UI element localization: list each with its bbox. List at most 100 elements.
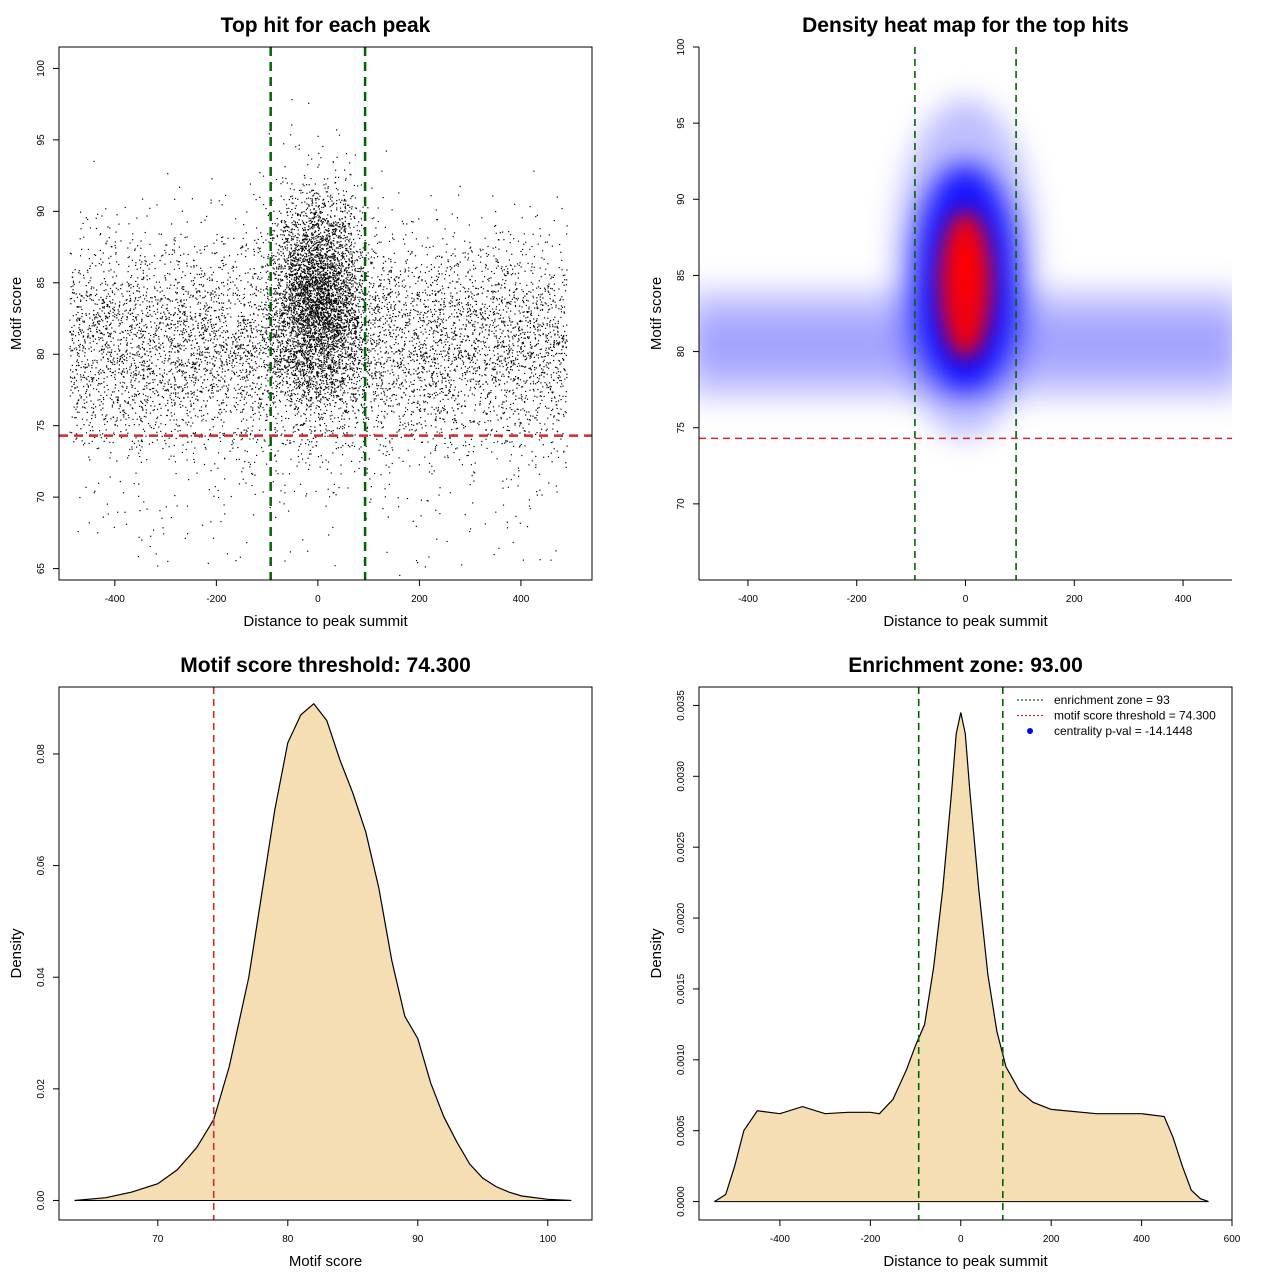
scatter-point: [533, 170, 535, 172]
scatter-point: [509, 403, 512, 406]
scatter-point: [226, 364, 228, 366]
scatter-point: [289, 405, 291, 407]
scatter-point: [145, 395, 147, 397]
scatter-point: [204, 219, 206, 221]
scatter-point: [204, 374, 206, 376]
scatter-point: [367, 362, 369, 364]
scatter-point: [509, 264, 512, 266]
scatter-point: [405, 296, 407, 299]
scatter-point: [94, 374, 96, 376]
scatter-point: [402, 223, 404, 225]
scatter-point: [105, 289, 107, 291]
scatter-point: [153, 341, 156, 344]
scatter-point: [473, 445, 475, 448]
scatter-point: [422, 317, 424, 319]
scatter-point: [100, 401, 102, 403]
scatter-point: [562, 281, 564, 283]
scatter-point: [526, 325, 529, 327]
scatter-point: [180, 348, 182, 350]
scatter-point: [495, 267, 498, 269]
scatter-point: [545, 349, 547, 351]
scatter-point: [415, 333, 417, 335]
scatter-point: [125, 418, 127, 420]
scatter-point: [497, 284, 499, 286]
scatter-point: [537, 340, 540, 342]
scatter-point: [87, 385, 89, 387]
scatter-point: [539, 267, 541, 269]
scatter-point: [133, 333, 135, 335]
scatter-point: [285, 347, 287, 349]
scatter-point: [422, 366, 424, 368]
scatter-point: [477, 339, 480, 342]
scatter-point: [245, 432, 247, 434]
scatter-point: [243, 376, 245, 378]
scatter-point: [445, 338, 447, 341]
scatter-point: [295, 368, 297, 370]
scatter-point: [175, 392, 177, 394]
scatter-point: [495, 396, 497, 398]
scatter-point: [308, 389, 310, 391]
scatter-point: [247, 362, 249, 364]
scatter-point: [485, 252, 487, 255]
scatter-point: [323, 412, 325, 414]
scatter-point: [205, 310, 207, 312]
scatter-point: [459, 351, 461, 353]
scatter-point: [480, 314, 483, 316]
scatter-point: [88, 282, 90, 284]
scatter-point: [433, 365, 436, 367]
scatter-point: [161, 318, 163, 320]
scatter-point: [309, 368, 312, 370]
scatter-point: [157, 384, 159, 386]
scatter-point: [420, 416, 422, 419]
scatter-point: [369, 363, 371, 365]
scatter-point: [262, 491, 264, 493]
scatter-point: [235, 338, 238, 340]
scatter-point: [242, 378, 244, 380]
scatter-point: [156, 431, 158, 433]
scatter-point: [327, 461, 330, 463]
scatter-point: [237, 392, 239, 394]
scatter-point: [112, 401, 114, 403]
scatter-point: [565, 395, 567, 398]
scatter-point: [493, 311, 495, 313]
scatter-point: [286, 381, 288, 383]
scatter-point: [239, 399, 241, 402]
scatter-point: [258, 397, 261, 399]
scatter-point: [263, 359, 265, 362]
scatter-point: [508, 356, 511, 358]
scatter-point: [190, 318, 192, 320]
scatter-point: [321, 375, 324, 377]
scatter-point: [533, 332, 535, 334]
scatter-point: [485, 438, 487, 440]
scatter-point: [450, 269, 452, 271]
scatter-point: [105, 415, 107, 417]
scatter-point: [254, 345, 257, 347]
scatter-point: [111, 327, 113, 329]
scatter-point: [146, 350, 148, 352]
scatter-point: [443, 377, 445, 379]
scatter-point: [460, 349, 462, 352]
scatter-point: [535, 354, 538, 356]
scatter-point: [401, 397, 403, 399]
scatter-point: [404, 343, 406, 346]
scatter-point: [405, 337, 407, 339]
scatter-point: [425, 432, 428, 434]
scatter-point: [442, 318, 445, 320]
scatter-point: [557, 368, 559, 370]
scatter-point: [138, 483, 140, 485]
scatter-point: [561, 306, 564, 309]
scatter-point: [360, 368, 362, 370]
scatter-point: [319, 417, 321, 420]
scatter-point: [384, 362, 386, 364]
scatter-point: [266, 390, 268, 392]
scatter-point: [284, 394, 286, 396]
scatter-point: [402, 424, 404, 426]
scatter-point: [112, 371, 114, 374]
scatter-point: [262, 361, 265, 363]
scatter-point: [87, 337, 89, 339]
scatter-point: [550, 278, 552, 280]
scatter-point: [391, 237, 394, 239]
scatter-point: [540, 374, 543, 376]
scatter-point: [163, 369, 165, 371]
scatter-point: [467, 310, 469, 313]
